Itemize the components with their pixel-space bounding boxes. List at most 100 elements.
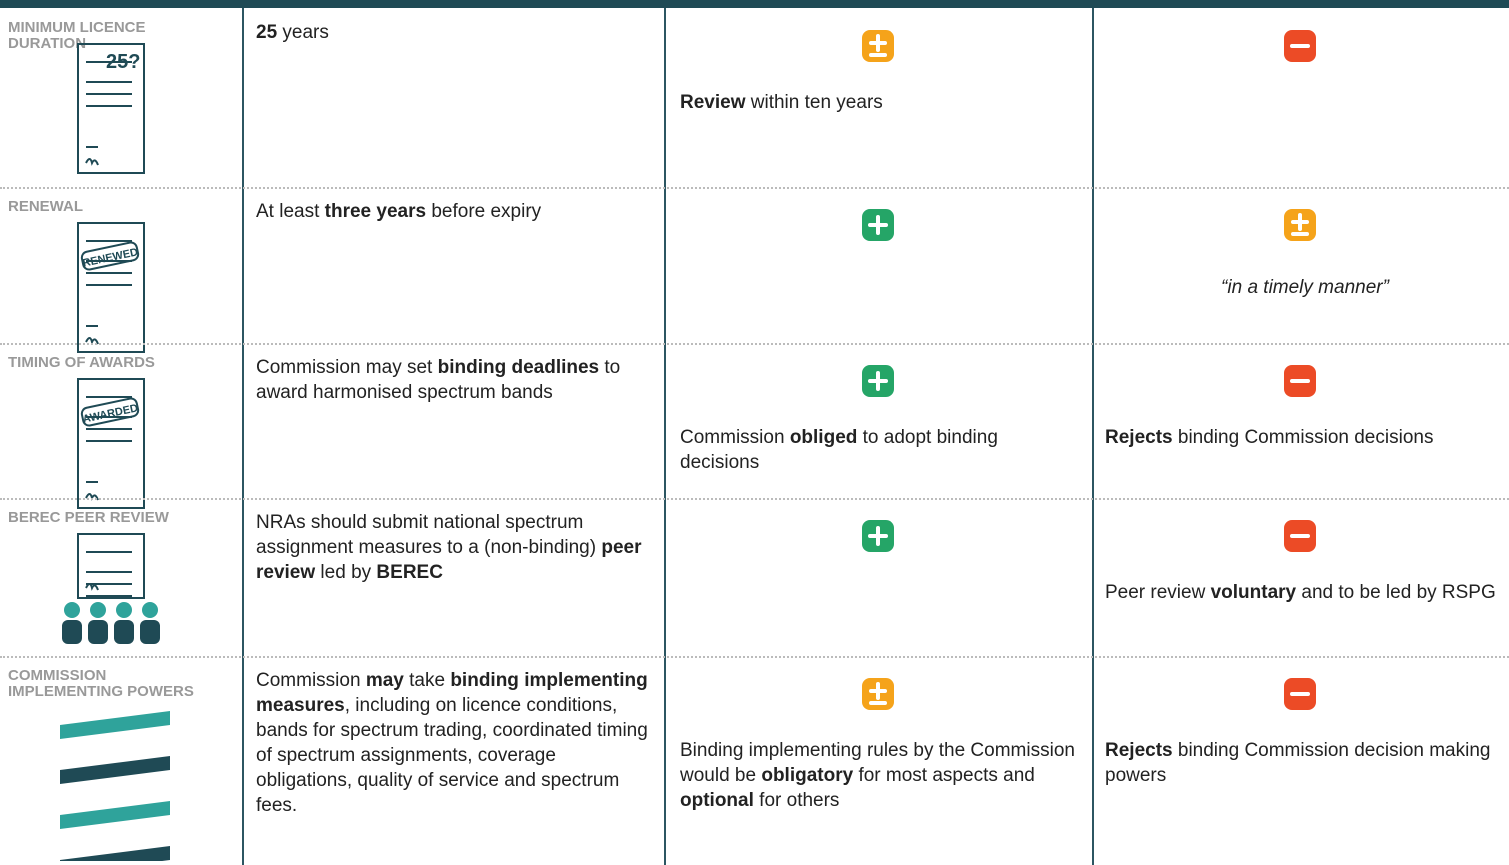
illus-part — [77, 378, 145, 509]
row-separator — [0, 498, 1509, 500]
row-separator — [0, 343, 1509, 345]
illustration — [62, 602, 160, 644]
position-text: Peer review voluntary and to be led by R… — [1105, 580, 1505, 605]
illustration: 25? — [77, 43, 145, 174]
band — [60, 711, 170, 739]
text-run: Rejects — [1105, 427, 1173, 448]
text-run: within ten years — [745, 92, 883, 113]
illus-part — [77, 43, 145, 174]
proposal: NRAs should submit national spectrum ass… — [256, 510, 656, 585]
text-run: obliged — [789, 427, 858, 448]
table-row: COMMISSION IMPLEMENTING POWERS Commission… — [0, 656, 1509, 865]
text-run: for most aspects and — [853, 765, 1035, 786]
text-run: NRAs should submit national spectrum ass… — [256, 512, 602, 558]
column-divider — [242, 8, 244, 865]
status-icon — [1284, 678, 1316, 710]
person-body — [62, 620, 82, 644]
text-run: to adopt binding decisions — [680, 427, 998, 473]
row-separator — [0, 187, 1509, 189]
text-run: , including on licence conditions, bands… — [256, 695, 648, 816]
text-run: Peer review — [1105, 582, 1211, 603]
text-run: to award harmonised spectrum bands — [256, 357, 621, 403]
status-icon — [862, 678, 894, 710]
person-head — [142, 602, 158, 618]
status-icon — [1284, 209, 1316, 241]
status-icon — [862, 209, 894, 241]
person-body — [88, 620, 108, 644]
row-label: MINIMUM LICENCE DURATION — [8, 19, 146, 52]
text-run: binding Commission decision making power… — [1105, 740, 1491, 786]
position-text: Binding implementing rules by the Commis… — [680, 738, 1080, 813]
text-run: Binding implementing rules by the Commis… — [680, 740, 1075, 786]
status-icon — [862, 365, 894, 397]
status-icon — [1284, 30, 1316, 62]
text-run: binding Commission decisions — [1172, 427, 1434, 448]
column-divider — [664, 8, 666, 865]
illus-part — [85, 158, 99, 166]
text-run: At least — [256, 201, 325, 222]
illustration: AWARDED — [77, 378, 145, 509]
text-run: Commission — [680, 427, 790, 448]
text-run: three years — [324, 201, 427, 222]
illus-part — [85, 583, 99, 591]
table-row: TIMING OF AWARDS AWARDED Commission may se… — [0, 343, 1509, 509]
status-icon — [1284, 520, 1316, 552]
person-head — [64, 602, 80, 618]
table-row: RENEWAL RENEWED At least three years befor… — [0, 187, 1509, 353]
text-run: before expiry — [426, 201, 542, 222]
row-label: TIMING OF AWARDS — [8, 354, 155, 371]
status-icon — [1284, 365, 1316, 397]
illustration — [60, 711, 170, 861]
text-run: 25 — [256, 22, 278, 43]
illus-part — [85, 337, 99, 345]
illus-part — [80, 241, 140, 271]
position-text: Commission obliged to adopt binding deci… — [680, 425, 1080, 475]
illus-text: RENEWED — [82, 246, 140, 269]
row-label: BEREC PEER REVIEW — [8, 509, 169, 526]
illus-part — [80, 397, 140, 427]
illus-text: 25? — [106, 51, 140, 73]
position-text: Review within ten years — [680, 90, 1080, 115]
table-row: MINIMUM LICENCE DURATION 25? 25 years Revie… — [0, 8, 1509, 187]
text-run: Rejects — [1105, 740, 1173, 761]
text-run: BEREC — [376, 562, 443, 583]
person-head — [90, 602, 106, 618]
text-run: for others — [753, 790, 840, 811]
text-run: Commission — [256, 670, 366, 691]
proposal: At least three years before expiry — [256, 199, 656, 224]
illus-part — [77, 533, 145, 599]
text-run: years — [277, 22, 329, 43]
proposal: Commission may set binding deadlines to … — [256, 355, 656, 405]
status-icon — [862, 30, 894, 62]
text-run: and to be led by RSPG — [1296, 582, 1496, 603]
status-icon — [862, 520, 894, 552]
text-run: binding deadlines — [437, 357, 600, 378]
position-text: “in a timely manner” — [1105, 275, 1505, 300]
row-separator — [0, 656, 1509, 658]
position-text: Rejects binding Commission decision maki… — [1105, 738, 1505, 788]
table-row: BEREC PEER REVIEW NRAs should submit nati… — [0, 498, 1509, 656]
text-run: take — [403, 670, 451, 691]
text-run: Commission may set — [256, 357, 438, 378]
text-run: led by — [315, 562, 377, 583]
text-run: voluntary — [1210, 582, 1297, 603]
position-text: Rejects binding Commission decisions — [1105, 425, 1505, 450]
band — [60, 801, 170, 829]
illus-text: AWARDED — [82, 402, 140, 425]
top-bar — [0, 0, 1509, 8]
proposal: Commission may take binding implementing… — [256, 668, 656, 818]
person-body — [114, 620, 134, 644]
text-run: obligatory — [761, 765, 854, 786]
text-run: peer review — [256, 537, 642, 583]
text-run: optional — [680, 790, 754, 811]
text-run: may — [365, 670, 404, 691]
row-label: RENEWAL — [8, 198, 83, 215]
person-head — [116, 602, 132, 618]
illustration — [77, 533, 145, 599]
illustration: RENEWED — [77, 222, 145, 353]
row-label: COMMISSION IMPLEMENTING POWERS — [8, 667, 194, 700]
column-divider — [1092, 8, 1094, 865]
proposal: 25 years — [256, 20, 656, 45]
text-run: “in a timely manner” — [1221, 277, 1389, 298]
